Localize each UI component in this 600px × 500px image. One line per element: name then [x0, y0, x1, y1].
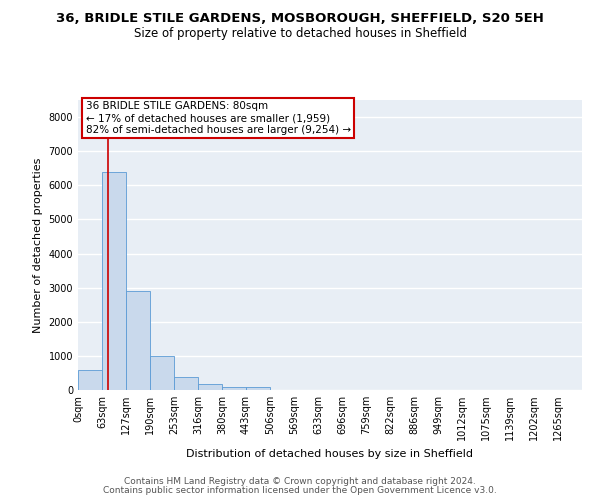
Bar	[126, 291, 150, 390]
Bar	[174, 377, 198, 390]
Bar	[150, 356, 174, 390]
Bar	[78, 370, 102, 390]
Bar	[102, 172, 126, 390]
X-axis label: Distribution of detached houses by size in Sheffield: Distribution of detached houses by size …	[187, 448, 473, 458]
Bar	[222, 386, 246, 390]
Text: 36 BRIDLE STILE GARDENS: 80sqm
← 17% of detached houses are smaller (1,959)
82% : 36 BRIDLE STILE GARDENS: 80sqm ← 17% of …	[86, 102, 350, 134]
Bar	[246, 386, 270, 390]
Bar	[198, 384, 222, 390]
Text: Size of property relative to detached houses in Sheffield: Size of property relative to detached ho…	[133, 28, 467, 40]
Text: 36, BRIDLE STILE GARDENS, MOSBOROUGH, SHEFFIELD, S20 5EH: 36, BRIDLE STILE GARDENS, MOSBOROUGH, SH…	[56, 12, 544, 26]
Text: Contains public sector information licensed under the Open Government Licence v3: Contains public sector information licen…	[103, 486, 497, 495]
Text: Contains HM Land Registry data © Crown copyright and database right 2024.: Contains HM Land Registry data © Crown c…	[124, 477, 476, 486]
Y-axis label: Number of detached properties: Number of detached properties	[33, 158, 43, 332]
